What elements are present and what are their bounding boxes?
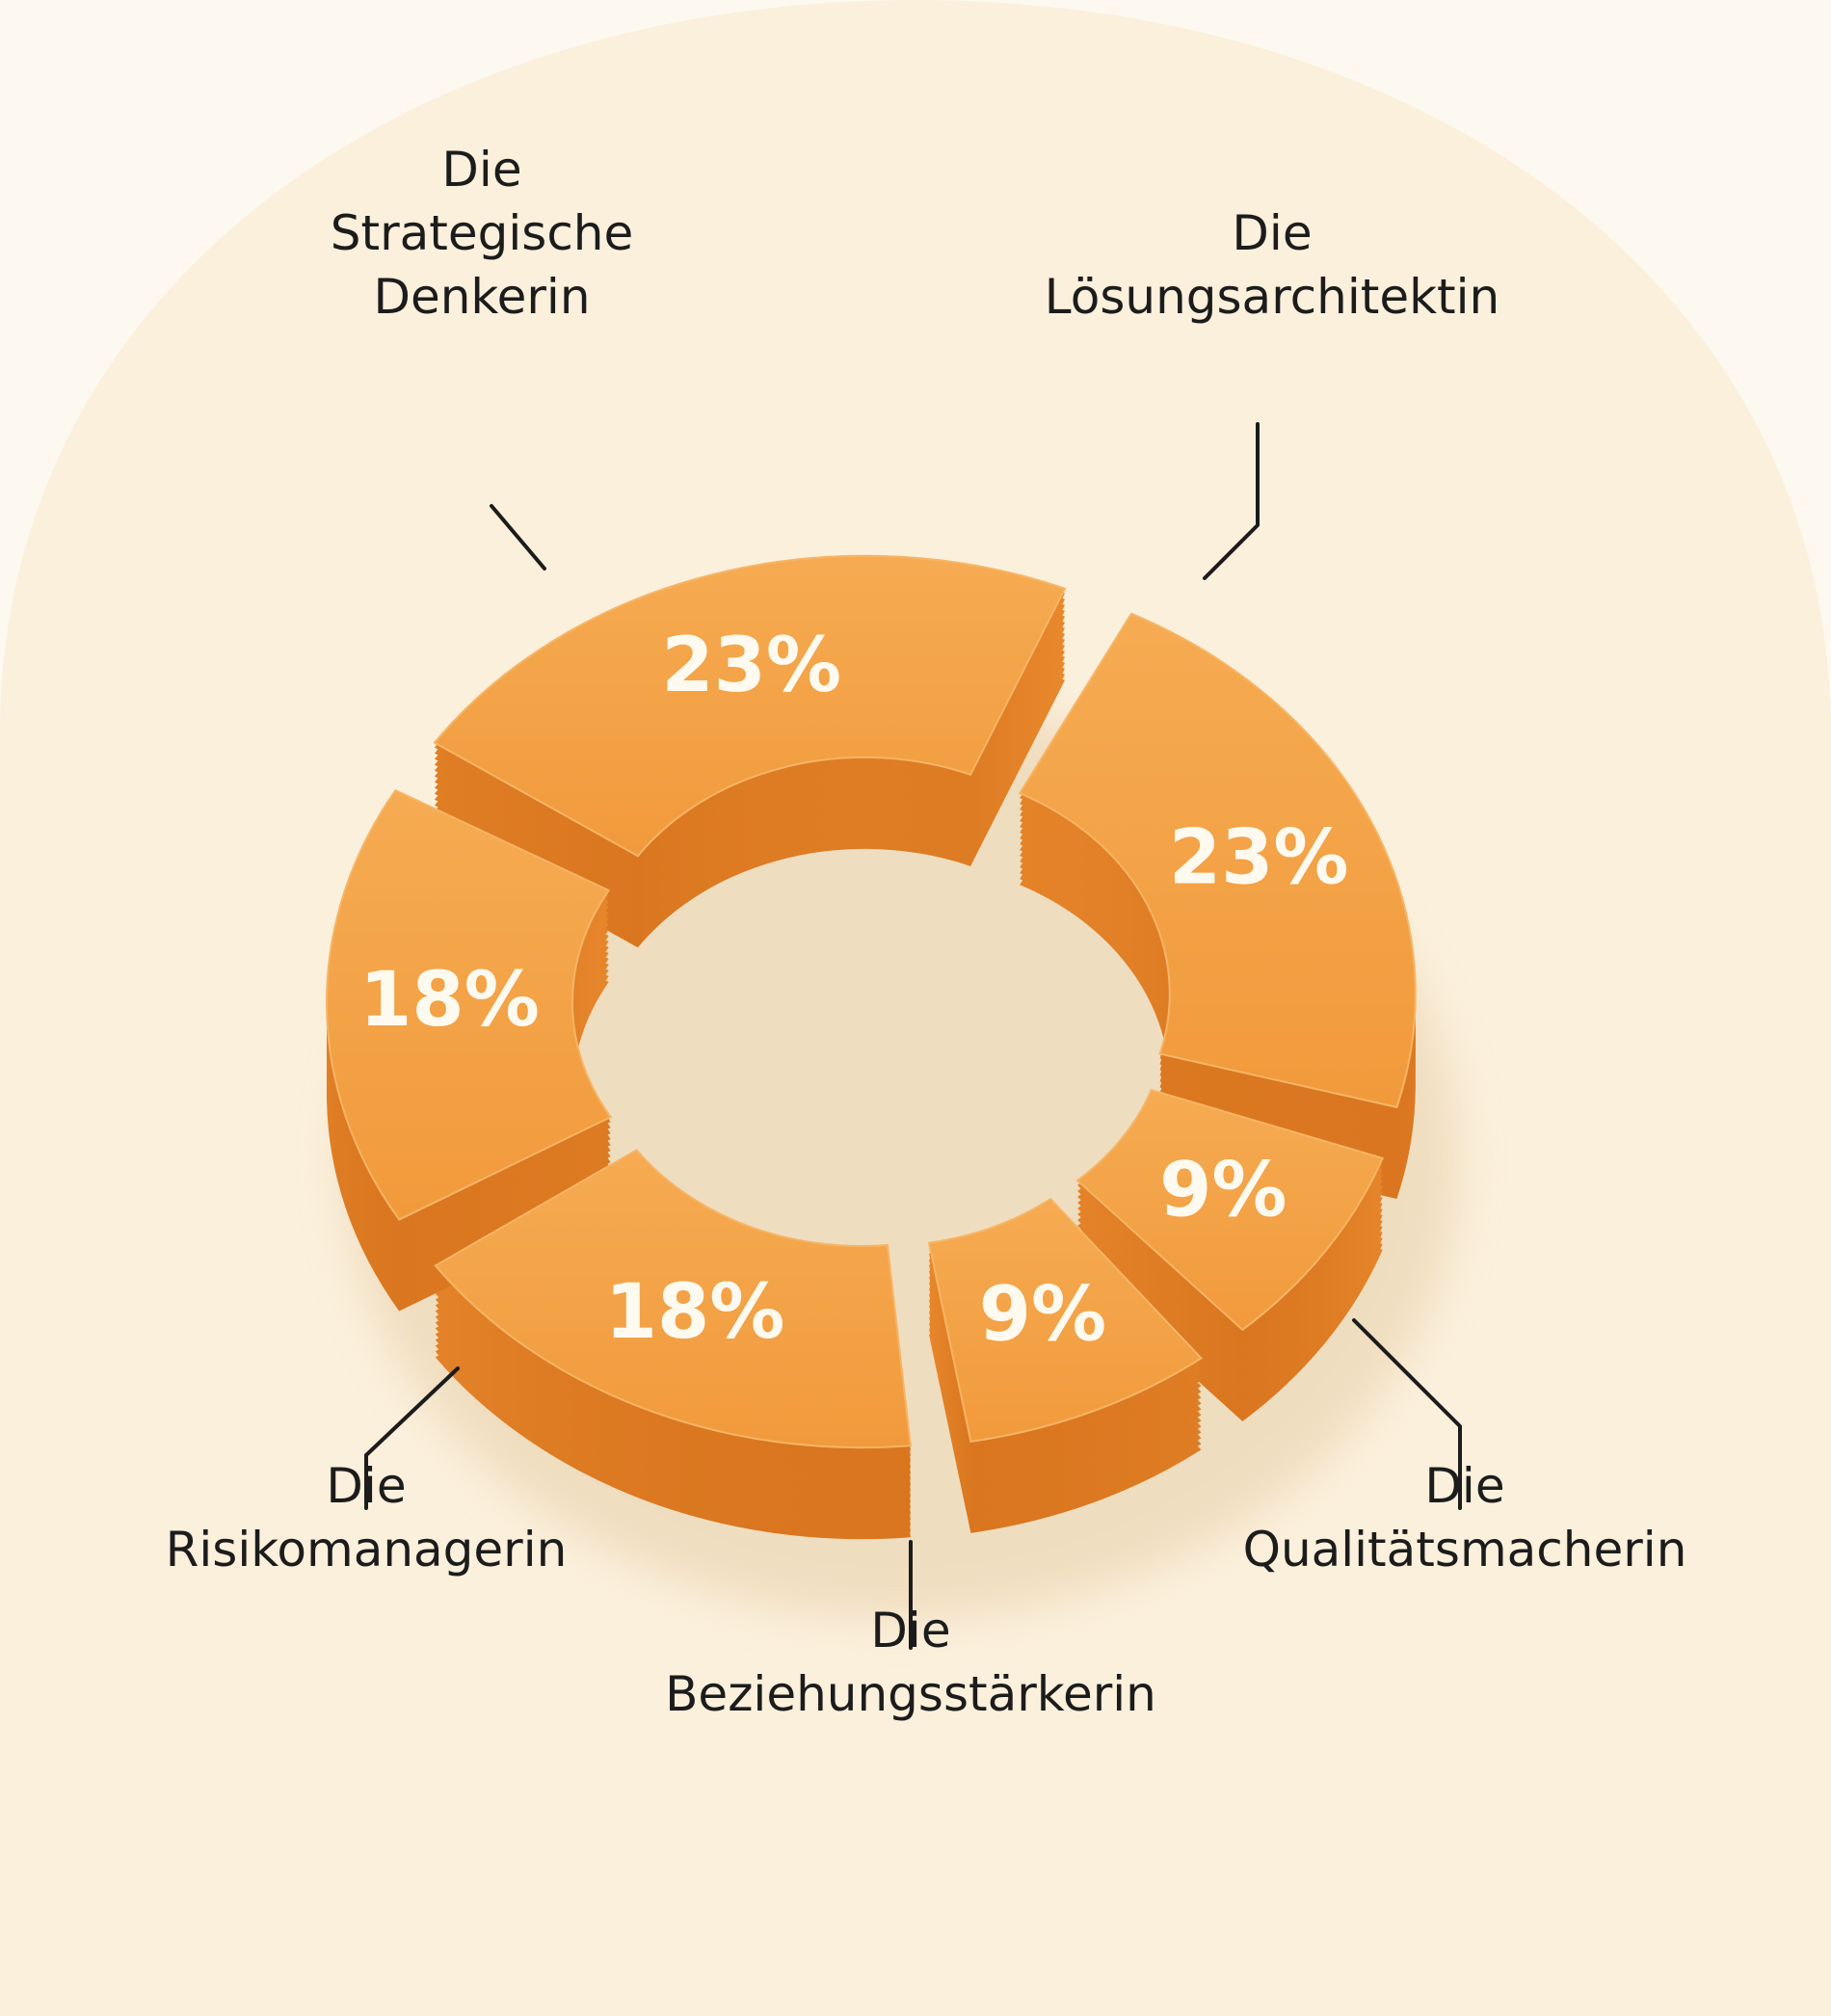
slice-value-label: 9% xyxy=(979,1271,1106,1358)
slice xyxy=(927,1197,1204,1443)
category-label: Denkerin xyxy=(373,269,590,325)
category-label: Die xyxy=(1424,1458,1504,1514)
category-label: Beziehungsstärkerin xyxy=(665,1666,1156,1722)
slice xyxy=(1018,612,1417,1109)
category-label: Die xyxy=(1232,205,1312,261)
category-label: Lösungsarchitektin xyxy=(1045,269,1499,325)
leader-line xyxy=(1203,422,1260,580)
category-label: Strategische xyxy=(331,205,634,261)
category-label: Risikomanagerin xyxy=(166,1522,568,1578)
leader-line xyxy=(490,504,546,570)
slice xyxy=(326,788,613,1221)
slice-value-label: 23% xyxy=(1169,814,1349,901)
slice-value-label: 23% xyxy=(661,623,841,709)
category-label: Die xyxy=(870,1603,950,1658)
leader-line xyxy=(364,1366,460,1510)
leader-line xyxy=(1352,1318,1462,1510)
slice xyxy=(434,1149,913,1449)
slice-value-label: 18% xyxy=(359,957,540,1044)
slice-value-label: 18% xyxy=(605,1269,785,1356)
slice xyxy=(433,554,1067,858)
slice-value-label: 9% xyxy=(1159,1148,1287,1234)
category-label: Die xyxy=(326,1458,406,1514)
category-label: Die xyxy=(441,142,521,198)
slice xyxy=(1075,1088,1385,1332)
category-label: Qualitätsmacherin xyxy=(1243,1522,1687,1578)
